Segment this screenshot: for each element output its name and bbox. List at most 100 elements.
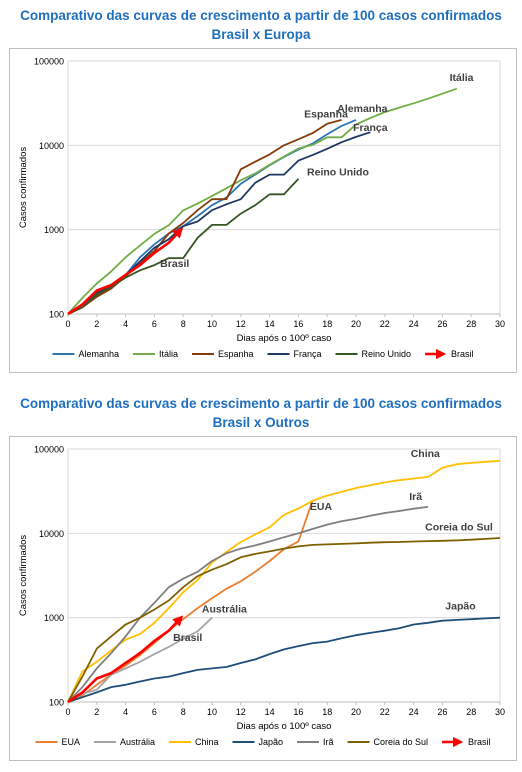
series-label-brasil: Brasil: [173, 632, 202, 644]
legend-label: Irã: [323, 737, 334, 747]
x-tick-label: 14: [265, 319, 275, 329]
legend-label: Brasil: [451, 349, 474, 359]
legend-label: China: [195, 737, 219, 747]
series-line-irã: [67, 506, 429, 703]
x-tick-label: 28: [466, 319, 476, 329]
legend-label: EUA: [61, 737, 80, 747]
chart-2-box: 100 1000 10000 100000 0 2 4 6 8 10 12 14 16 18 20 22 24 2…: [9, 436, 517, 761]
legend-item-reino-unido: Reino Unido: [335, 349, 412, 359]
chart-2-title-line-1: Comparativo das curvas de crescimento a …: [20, 396, 502, 411]
x-tick-label: 14: [265, 707, 275, 717]
x-tick-label: 26: [437, 319, 447, 329]
y-axis-label: Casos confirmados: [18, 147, 29, 229]
y-tick-label: 1000: [44, 613, 64, 623]
legend-item-japão: Japão: [232, 737, 283, 747]
series-label-eua: EUA: [310, 501, 333, 513]
series-line-brasil: [67, 227, 184, 316]
x-tick-label: 0: [65, 707, 70, 717]
legend-item-brasil: Brasil: [442, 736, 491, 748]
x-tick-label: 22: [380, 707, 390, 717]
x-axis-label: Dias após o 100º caso: [237, 721, 332, 732]
y-tick-label: 100000: [34, 445, 64, 455]
series-line-japão: [67, 616, 501, 703]
legend-label: Espanha: [218, 349, 254, 359]
y-tick-label: 100: [49, 310, 64, 320]
x-tick-label: 4: [123, 319, 128, 329]
series-line-china: [67, 459, 501, 703]
legend-label: Coreia do Sul: [374, 737, 429, 747]
x-tick-label: 24: [409, 707, 419, 717]
x-tick-label: 20: [351, 707, 361, 717]
series-label-coreia-do-sul: Coreia do Sul: [425, 522, 493, 534]
legend-item-eua: EUA: [35, 737, 80, 747]
legend-label: Reino Unido: [362, 349, 412, 359]
y-tick-label: 10000: [39, 141, 64, 151]
series-label-austrália: Austrália: [202, 604, 247, 616]
plot-area: [67, 448, 501, 703]
x-tick-label: 28: [466, 707, 476, 717]
legend-item-irã: Irã: [297, 737, 334, 747]
x-tick-label: 18: [322, 319, 332, 329]
legend-label: França: [294, 349, 322, 359]
series-label-china: China: [411, 448, 440, 460]
legend-item-austrália: Austrália: [93, 737, 155, 747]
x-tick-label: 16: [293, 707, 303, 717]
legend-label: Austrália: [120, 737, 155, 747]
legend-label: Japão: [258, 737, 283, 747]
chart-1-title-line-1: Comparativo das curvas de crescimento a …: [20, 8, 502, 23]
y-tick-label: 100000: [34, 57, 64, 67]
chart-1-title-line-2: Brasil x Europa: [211, 27, 311, 42]
y-tick-label: 100: [49, 698, 64, 708]
legend-item-frança: França: [267, 349, 322, 359]
legend-label: Alemanha: [78, 349, 119, 359]
series-line-itália: [67, 87, 458, 315]
legend-item-china: China: [168, 737, 219, 747]
x-tick-label: 0: [65, 319, 70, 329]
legend-label: Itália: [159, 349, 178, 359]
series-line-austrália: [67, 617, 213, 703]
series-label-irã: Irã: [409, 491, 422, 503]
plot-area: [67, 60, 501, 315]
y-tick-label: 10000: [39, 529, 64, 539]
series-label-reino-unido: Reino Unido: [307, 166, 369, 178]
x-tick-label: 20: [351, 319, 361, 329]
x-tick-label: 22: [380, 319, 390, 329]
x-tick-label: 4: [123, 707, 128, 717]
chart-2-title-line-2: Brasil x Outros: [212, 415, 310, 430]
x-axis-label: Dias após o 100º caso: [237, 333, 332, 344]
x-tick-label: 2: [94, 319, 99, 329]
series-label-alemanha: Alemanha: [337, 103, 387, 115]
x-tick-label: 30: [495, 319, 505, 329]
series-line-coreia-do-sul: [67, 537, 501, 703]
series-label-espanha: Espanha: [304, 108, 348, 120]
x-tick-label: 2: [94, 707, 99, 717]
x-tick-label: 30: [495, 707, 505, 717]
x-tick-label: 12: [236, 707, 246, 717]
series-line-brasil: [67, 615, 184, 704]
x-tick-label: 10: [207, 319, 217, 329]
series-label-itália: Itália: [450, 72, 474, 84]
legend-item-itália: Itália: [132, 349, 178, 359]
y-tick-label: 1000: [44, 225, 64, 235]
legend-item-espanha: Espanha: [191, 349, 254, 359]
x-tick-label: 24: [409, 319, 419, 329]
series-line-espanha: [67, 119, 342, 315]
x-tick-label: 18: [322, 707, 332, 717]
x-tick-label: 8: [181, 319, 186, 329]
legend-item-brasil: Brasil: [425, 348, 474, 360]
x-tick-label: 6: [152, 707, 157, 717]
y-axis-label: Casos confirmados: [18, 535, 29, 617]
x-tick-label: 10: [207, 707, 217, 717]
legend-item-alemanha: Alemanha: [52, 349, 119, 359]
legend-label: Brasil: [468, 737, 491, 747]
x-tick-label: 12: [236, 319, 246, 329]
x-tick-label: 8: [181, 707, 186, 717]
legend-item-coreia-do-sul: Coreia do Sul: [347, 737, 429, 747]
chart-1-box: 100 1000 10000 100000 0 2 4 6 8 10 12 14 16 18 20 22 24 2…: [9, 48, 517, 373]
x-tick-label: 6: [152, 319, 157, 329]
series-line-reino-unido: [67, 178, 300, 315]
series-label-japão: Japão: [445, 600, 475, 612]
series-label-brasil: Brasil: [160, 258, 189, 270]
